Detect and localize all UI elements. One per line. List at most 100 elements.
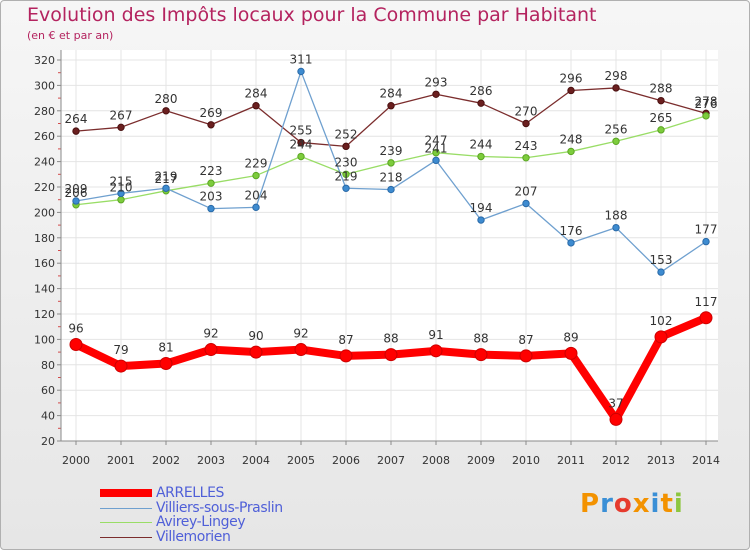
data-point-villemorien — [657, 96, 665, 105]
data-label-villiers: 176 — [560, 224, 583, 238]
data-label-avirey: 229 — [245, 157, 268, 171]
y-tick-label: 280 — [34, 105, 55, 118]
data-point-villemorien — [522, 119, 530, 128]
legend-line-villemorien — [100, 536, 152, 538]
data-label-avirey: 217 — [155, 172, 178, 186]
y-tick-label: 120 — [34, 308, 55, 321]
data-label-avirey: 247 — [425, 134, 448, 148]
data-label-villiers: 207 — [515, 185, 538, 199]
data-label-arrelles: 92 — [203, 327, 218, 341]
data-label-villemorien: 252 — [335, 127, 358, 141]
data-point-arrelles — [654, 330, 668, 344]
logo-letter: t — [660, 489, 674, 519]
y-tick-label: 260 — [34, 130, 55, 143]
y-tick-label: 80 — [41, 359, 55, 372]
data-label-villemorien: 278 — [695, 94, 718, 108]
data-point-villiers — [387, 185, 395, 194]
x-tick-label: 2001 — [107, 454, 135, 467]
y-tick-label: 160 — [34, 257, 55, 270]
data-label-villemorien: 298 — [605, 69, 628, 83]
data-label-villiers: 204 — [245, 188, 268, 202]
data-point-avirey — [387, 159, 395, 167]
data-label-villemorien: 280 — [155, 92, 178, 106]
data-point-avirey — [657, 126, 665, 134]
y-tick-label: 100 — [34, 333, 55, 346]
data-point-arrelles — [339, 349, 353, 363]
data-label-arrelles: 102 — [650, 314, 673, 328]
data-point-villemorien — [387, 102, 395, 110]
data-point-villiers — [117, 189, 125, 198]
data-point-arrelles — [609, 412, 623, 426]
data-point-avirey — [522, 154, 530, 162]
data-point-villemorien — [477, 99, 485, 107]
data-label-avirey: 239 — [380, 144, 403, 158]
y-tick-label: 140 — [34, 283, 55, 296]
data-label-villemorien: 270 — [515, 105, 538, 119]
data-point-villemorien — [297, 138, 305, 147]
data-label-villiers: 219 — [155, 169, 178, 183]
data-label-arrelles: 96 — [68, 321, 83, 335]
logo-letter: r — [600, 489, 614, 519]
x-tick-label: 2003 — [197, 454, 225, 467]
data-label-avirey: 256 — [605, 122, 628, 136]
data-label-avirey: 243 — [515, 139, 538, 153]
data-point-arrelles — [564, 346, 578, 360]
data-label-villiers: 311 — [290, 52, 313, 66]
data-label-avirey: 244 — [290, 138, 313, 152]
data-point-arrelles — [249, 345, 263, 359]
data-label-villiers: 177 — [695, 223, 718, 237]
data-point-avirey — [297, 152, 305, 161]
data-label-arrelles: 90 — [248, 329, 263, 343]
data-label-avirey: 265 — [650, 111, 673, 125]
data-label-villemorien: 286 — [470, 84, 493, 98]
data-label-arrelles: 88 — [473, 332, 488, 346]
x-tick-label: 2013 — [647, 454, 675, 467]
chart-title: Evolution des Impôts locaux pour la Comm… — [27, 4, 597, 26]
y-tick-label: 200 — [34, 206, 55, 219]
data-point-villiers — [297, 67, 305, 76]
data-point-villiers — [432, 156, 440, 165]
data-point-villiers — [72, 197, 80, 205]
data-point-avirey — [432, 149, 440, 157]
data-label-villiers: 218 — [380, 171, 403, 185]
x-tick-label: 2008 — [422, 454, 450, 467]
legend-label-arrelles: ARRELLES — [156, 485, 225, 501]
data-label-avirey: 223 — [200, 164, 223, 178]
data-label-avirey: 210 — [110, 181, 133, 195]
data-label-arrelles: 91 — [428, 328, 443, 342]
y-tick-label: 300 — [34, 79, 55, 92]
y-tick-label: 320 — [34, 54, 55, 67]
data-point-villiers — [567, 239, 575, 247]
data-label-arrelles: 87 — [338, 333, 353, 347]
logo-letter: i — [673, 489, 684, 519]
data-label-avirey: 244 — [470, 138, 493, 152]
data-point-arrelles — [699, 311, 713, 325]
data-point-villiers — [207, 204, 215, 213]
logo-letter: o — [613, 489, 633, 519]
data-label-villiers: 219 — [335, 169, 358, 183]
data-label-avirey: 230 — [335, 155, 358, 169]
data-label-avirey: 276 — [695, 97, 718, 111]
x-tick-label: 2006 — [332, 454, 360, 467]
data-point-arrelles — [114, 359, 128, 373]
x-tick-label: 2000 — [62, 454, 90, 467]
y-tick-label: 40 — [41, 410, 55, 423]
y-tick-label: 220 — [34, 181, 55, 194]
y-tick-label: 60 — [41, 384, 55, 397]
x-tick-label: 2014 — [692, 454, 720, 467]
y-tick-label: 180 — [34, 232, 55, 245]
x-tick-label: 2004 — [242, 454, 270, 467]
legend-line-avirey — [100, 522, 152, 523]
data-point-villiers — [522, 199, 530, 208]
data-point-villemorien — [207, 121, 215, 129]
data-point-villemorien — [567, 86, 575, 95]
x-tick-label: 2012 — [602, 454, 630, 467]
data-label-villemorien: 267 — [110, 108, 133, 122]
data-label-arrelles: 37 — [608, 396, 623, 410]
legend-label-avirey: Avirey-Lingey — [156, 514, 246, 530]
data-label-villiers: 153 — [650, 253, 673, 267]
data-point-avirey — [342, 170, 350, 179]
data-point-arrelles — [519, 349, 533, 363]
data-point-arrelles — [429, 344, 443, 358]
